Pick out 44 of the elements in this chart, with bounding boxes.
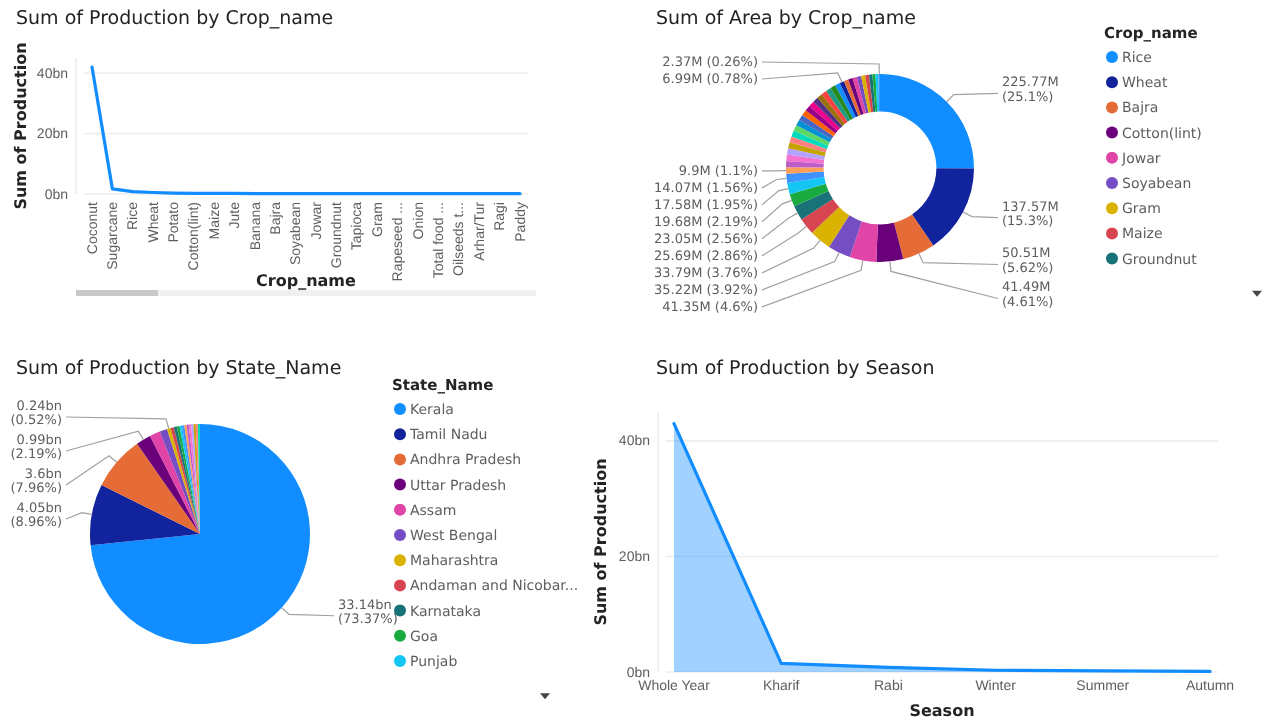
donut-slice xyxy=(789,136,827,153)
x-axis-title: Season xyxy=(909,702,976,720)
donut-slice xyxy=(802,110,836,137)
donut-slice xyxy=(880,74,974,169)
y-axis-title: Sum of Production xyxy=(12,41,30,210)
donut-slice xyxy=(849,221,878,262)
chart-title: Sum of Production by Season xyxy=(656,358,935,380)
chart-title: Sum of Production by State_Name xyxy=(16,358,342,380)
donut-slice xyxy=(852,76,867,115)
donut-slice xyxy=(786,154,825,164)
donut-slice xyxy=(786,148,825,160)
donut-slice xyxy=(786,160,824,168)
pie-slice xyxy=(101,443,200,534)
line-series xyxy=(90,65,522,196)
donut-slice xyxy=(856,75,869,114)
donut-slice xyxy=(828,215,862,257)
y-axis-title: Sum of Production xyxy=(592,457,610,626)
donut-slice xyxy=(786,171,825,183)
donut-slice xyxy=(796,120,832,143)
pie-slice xyxy=(159,429,200,534)
donut-slice xyxy=(861,75,872,113)
donut-slice xyxy=(791,130,829,150)
x-axis-title: Crop_name xyxy=(256,272,358,290)
donut-slice xyxy=(799,115,834,140)
chart-title: Sum of Area by Crop_name xyxy=(656,8,917,30)
donut-slice xyxy=(893,214,934,260)
donut-slice xyxy=(869,74,876,112)
donut-slice xyxy=(793,125,830,146)
pie-slice xyxy=(150,431,200,534)
donut-slice xyxy=(794,191,833,220)
donut-slice xyxy=(787,176,826,195)
pie-slice xyxy=(90,485,200,546)
donut-slice xyxy=(811,206,850,247)
donut-slice xyxy=(865,74,874,113)
chart-title: Sum of Production by Crop_name xyxy=(16,8,334,30)
pie-slice xyxy=(90,424,310,644)
donut-slice xyxy=(876,222,904,262)
donut-slice xyxy=(786,167,824,174)
pie-slice xyxy=(137,436,200,534)
donut-slice xyxy=(789,183,829,207)
donut-slice xyxy=(912,168,974,246)
donut-slice xyxy=(801,198,840,233)
donut-slice xyxy=(788,142,826,157)
donut-slice xyxy=(848,78,864,115)
